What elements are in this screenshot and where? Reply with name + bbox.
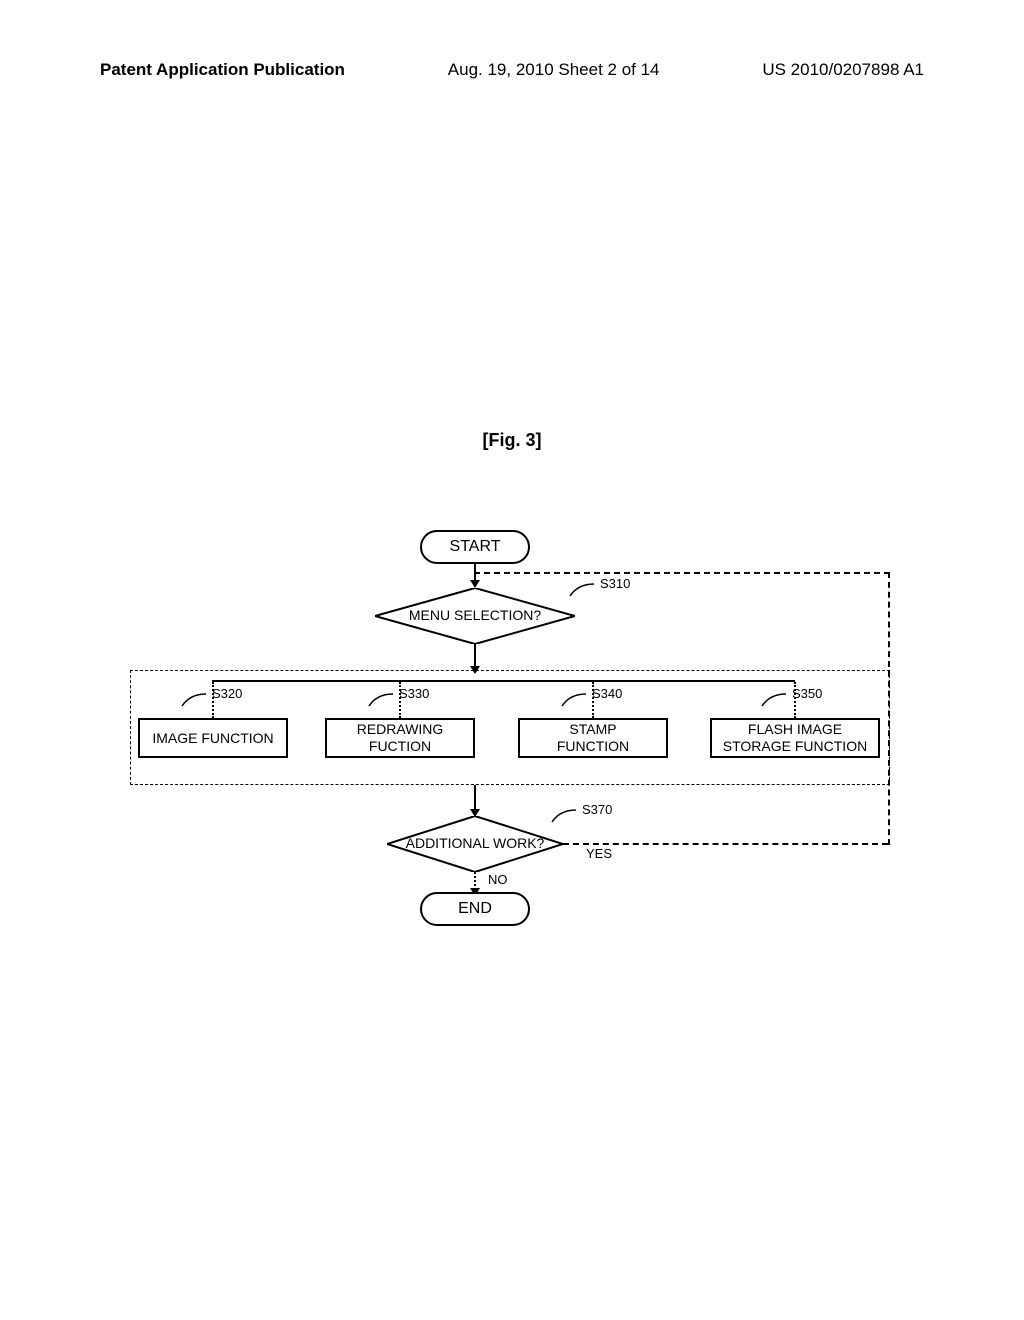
connector [212,680,795,682]
header-right: US 2010/0207898 A1 [762,60,924,80]
connector [474,785,476,811]
image-function-node: IMAGE FUNCTION [138,718,288,758]
step-s310: S310 [600,576,630,591]
start-node: START [420,530,530,564]
leader-tick [760,690,790,708]
header-left: Patent Application Publication [100,60,345,80]
flash-image-storage-node: FLASH IMAGE STORAGE FUNCTION [710,718,880,758]
no-branch-label: NO [488,872,508,887]
start-label: START [450,538,501,555]
connector [794,682,796,718]
step-s330: S330 [399,686,429,701]
step-s320: S320 [212,686,242,701]
step-s340: S340 [592,686,622,701]
connector-dashed [563,843,888,845]
connector-dashed [888,572,890,845]
leader-tick [367,690,397,708]
step-s350: S350 [792,686,822,701]
yes-branch-label: YES [586,846,612,861]
redrawing-function-label: REDRAWING FUCTION [357,721,444,755]
header-center: Aug. 19, 2010 Sheet 2 of 14 [448,60,660,80]
menu-selection-node: MENU SELECTION? [375,588,575,644]
additional-work-node: ADDITIONAL WORK? [387,816,563,872]
additional-work-label: ADDITIONAL WORK? [387,816,563,872]
figure-label: [Fig. 3] [0,430,1024,451]
flowchart-diagram: START MENU SELECTION? S310 IMAGE FUNCTIO… [130,530,895,910]
stamp-function-node: STAMP FUNCTION [518,718,668,758]
leader-tick [550,806,580,824]
arrow-icon [470,580,480,588]
connector [212,682,214,718]
end-node: END [420,892,530,926]
flash-image-storage-label: FLASH IMAGE STORAGE FUNCTION [723,721,867,755]
redrawing-function-node: REDRAWING FUCTION [325,718,475,758]
leader-tick [560,690,590,708]
leader-tick [568,580,598,598]
page-header: Patent Application Publication Aug. 19, … [0,60,1024,80]
connector-dashed [474,572,890,574]
stamp-function-label: STAMP FUNCTION [557,721,629,755]
image-function-label: IMAGE FUNCTION [152,730,273,747]
connector [399,682,401,718]
connector [474,644,476,668]
step-s370: S370 [582,802,612,817]
end-label: END [458,900,492,917]
leader-tick [180,690,210,708]
connector [592,682,594,718]
menu-selection-label: MENU SELECTION? [375,588,575,644]
